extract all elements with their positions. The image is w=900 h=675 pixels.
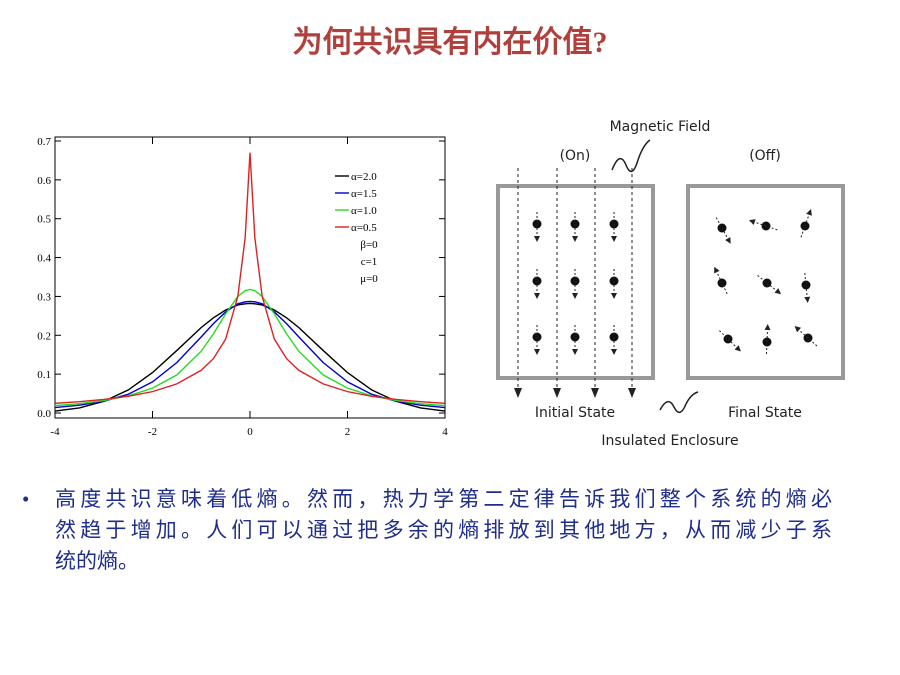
arrowhead — [628, 388, 636, 398]
spin — [715, 217, 730, 241]
legend-label: α=0.5 — [351, 222, 377, 234]
x-tick-label: 0 — [247, 426, 253, 438]
arrowhead — [553, 388, 561, 398]
spin — [757, 275, 779, 293]
y-tick-label: 0.1 — [37, 369, 51, 381]
series-line — [54, 300, 446, 409]
y-tick-label: 0.4 — [37, 253, 51, 265]
y-tick-label: 0.2 — [37, 330, 51, 342]
y-tick-label: 0.7 — [37, 136, 51, 148]
spin-head — [534, 293, 540, 299]
bullet-marker: • — [22, 487, 29, 511]
slide-title: 为何共识具有内在价值? — [293, 26, 608, 59]
spin-head — [572, 236, 578, 242]
spin-head — [794, 326, 802, 333]
x-tick-label: -4 — [50, 426, 60, 438]
y-tick-label: 0.5 — [37, 214, 51, 226]
enclosure-on — [496, 184, 655, 380]
y-tick-label: 0.3 — [37, 291, 51, 303]
label: Magnetic Field — [610, 119, 711, 135]
legend-label: α=1.0 — [351, 205, 377, 217]
spin-head — [572, 293, 578, 299]
spin-head — [774, 288, 782, 295]
spin — [766, 327, 769, 355]
series-line — [54, 152, 446, 404]
spin-head — [572, 349, 578, 355]
chart: 0.0 0.1 0.2 0.3 0.4 0.5 0.6 0.7 -4 -2 0 2 4 α=2.0 α=1.… — [37, 136, 448, 438]
spin-head — [611, 293, 617, 299]
arrowhead — [514, 388, 522, 398]
diagram: Magnetic Field (On) (Off) Initial State … — [496, 119, 845, 449]
spin — [752, 221, 778, 231]
label: Insulated Enclosure — [601, 433, 738, 449]
series-line — [54, 302, 446, 412]
spin-head — [764, 324, 771, 331]
series-line — [54, 288, 446, 407]
spin-head — [611, 236, 617, 242]
bullet-line: 然趋于增加。人们可以通过把多余的熵排放到其他地方，从而减少子系 — [55, 518, 832, 542]
label: (On) — [560, 148, 591, 164]
y-tick-label: 0.0 — [37, 408, 51, 420]
spin-head — [748, 219, 756, 225]
spin — [719, 330, 739, 350]
annotation: c=1 — [361, 256, 378, 268]
bullet: • 高度共识意味着低熵。然而，热力学第二定律告诉我们整个系统的熵必 然趋于增加。… — [22, 487, 832, 573]
spin-head — [734, 345, 741, 352]
spin-head — [534, 349, 540, 355]
label: Initial State — [535, 405, 615, 421]
legend-label: α=2.0 — [351, 171, 377, 183]
bullet-line: 统的熵。 — [55, 549, 139, 573]
x-tick-label: -2 — [148, 426, 157, 438]
spin — [804, 273, 808, 299]
enclosure-off — [686, 184, 845, 380]
y-tick-label: 0.6 — [37, 175, 51, 187]
spin-head — [725, 237, 731, 244]
plot-frame — [54, 136, 446, 419]
spin — [800, 212, 811, 238]
bullet-line: 高度共识意味着低熵。然而，热力学第二定律告诉我们整个系统的熵必 — [55, 487, 832, 511]
label: (Off) — [749, 148, 781, 164]
annotation: μ=0 — [360, 273, 378, 285]
field-squiggle — [611, 139, 651, 173]
label: Final State — [728, 405, 802, 421]
spin-head — [806, 209, 812, 216]
spin — [715, 270, 728, 295]
x-tick-label: 4 — [442, 426, 448, 438]
spin-head — [534, 236, 540, 242]
spin-head — [611, 349, 617, 355]
x-tick-label: 2 — [345, 426, 351, 438]
enclosure-squiggle — [659, 391, 699, 413]
spin-head — [804, 296, 811, 303]
spin-head — [714, 266, 720, 274]
spin — [797, 328, 818, 347]
legend-label: α=1.5 — [351, 188, 377, 200]
annotation: β=0 — [360, 239, 378, 251]
arrowhead — [591, 388, 599, 398]
